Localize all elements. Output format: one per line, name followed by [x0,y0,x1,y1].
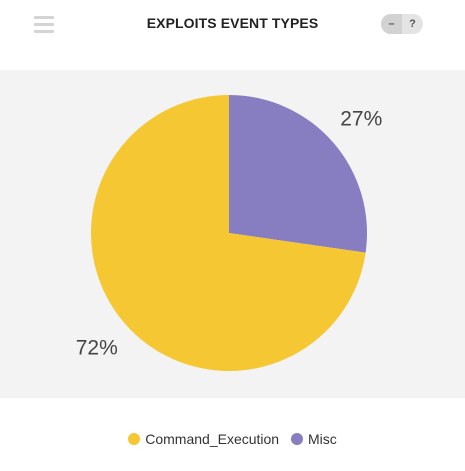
legend-item-misc[interactable]: Misc [290,431,337,448]
widget-controls: – ? [381,14,423,34]
legend-label-misc: Misc [307,431,337,448]
widget-header: EXPLOITS EVENT TYPES – ? [0,0,465,52]
legend-dot-misc [290,433,303,446]
pie-slice-misc[interactable] [229,95,367,253]
legend-label-command-execution: Command_Execution [145,431,280,448]
slice-label-command-execution: 72% [76,337,118,360]
legend-dot-command-execution [128,433,141,446]
legend-item-command-execution[interactable]: Command_Execution [128,431,279,447]
chart-legend: Command_Execution Misc [0,430,465,447]
pie-slice-command-execution[interactable] [91,95,366,371]
help-button[interactable]: ? [409,18,416,30]
chart-title: EXPLOITS EVENT TYPES [146,15,319,31]
minimize-button[interactable]: – [381,14,402,34]
hamburger-menu-icon[interactable] [34,16,54,33]
slice-label-misc: 27% [340,107,382,130]
